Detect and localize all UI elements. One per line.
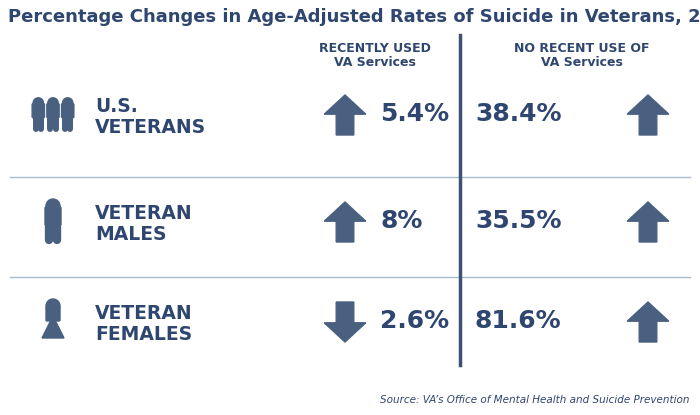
Polygon shape bbox=[324, 202, 366, 242]
Circle shape bbox=[46, 199, 60, 213]
Text: U.S.: U.S. bbox=[95, 97, 138, 115]
Text: Percentage Changes in Age-Adjusted Rates of Suicide in Veterans, 2001-2014: Percentage Changes in Age-Adjusted Rates… bbox=[8, 8, 700, 26]
Polygon shape bbox=[324, 302, 366, 342]
Text: Source: VA’s Office of Mental Health and Suicide Prevention: Source: VA’s Office of Mental Health and… bbox=[381, 395, 690, 405]
Text: 81.6%: 81.6% bbox=[475, 309, 561, 333]
FancyBboxPatch shape bbox=[47, 104, 60, 118]
Text: VETERAN: VETERAN bbox=[95, 303, 192, 322]
Text: 38.4%: 38.4% bbox=[475, 102, 561, 126]
Text: VETERAN: VETERAN bbox=[95, 203, 192, 222]
Circle shape bbox=[62, 98, 73, 108]
Text: VETERANS: VETERANS bbox=[95, 117, 206, 137]
FancyBboxPatch shape bbox=[62, 104, 74, 118]
Text: FEMALES: FEMALES bbox=[95, 325, 192, 344]
Text: VA Services: VA Services bbox=[541, 56, 623, 69]
Text: 8%: 8% bbox=[380, 209, 422, 233]
Polygon shape bbox=[627, 302, 668, 342]
Circle shape bbox=[46, 299, 60, 313]
Polygon shape bbox=[42, 320, 64, 338]
Text: 2.6%: 2.6% bbox=[380, 309, 449, 333]
Polygon shape bbox=[627, 95, 668, 135]
Polygon shape bbox=[627, 202, 668, 242]
FancyBboxPatch shape bbox=[45, 207, 61, 225]
Circle shape bbox=[33, 98, 43, 108]
Polygon shape bbox=[324, 95, 366, 135]
Text: MALES: MALES bbox=[95, 225, 167, 244]
Text: RECENTLY USED: RECENTLY USED bbox=[319, 42, 431, 55]
FancyBboxPatch shape bbox=[46, 307, 60, 321]
FancyBboxPatch shape bbox=[32, 104, 45, 118]
Text: 35.5%: 35.5% bbox=[475, 209, 561, 233]
Circle shape bbox=[48, 98, 58, 108]
Text: NO RECENT USE OF: NO RECENT USE OF bbox=[514, 42, 650, 55]
Text: VA Services: VA Services bbox=[334, 56, 416, 69]
Text: 5.4%: 5.4% bbox=[380, 102, 449, 126]
